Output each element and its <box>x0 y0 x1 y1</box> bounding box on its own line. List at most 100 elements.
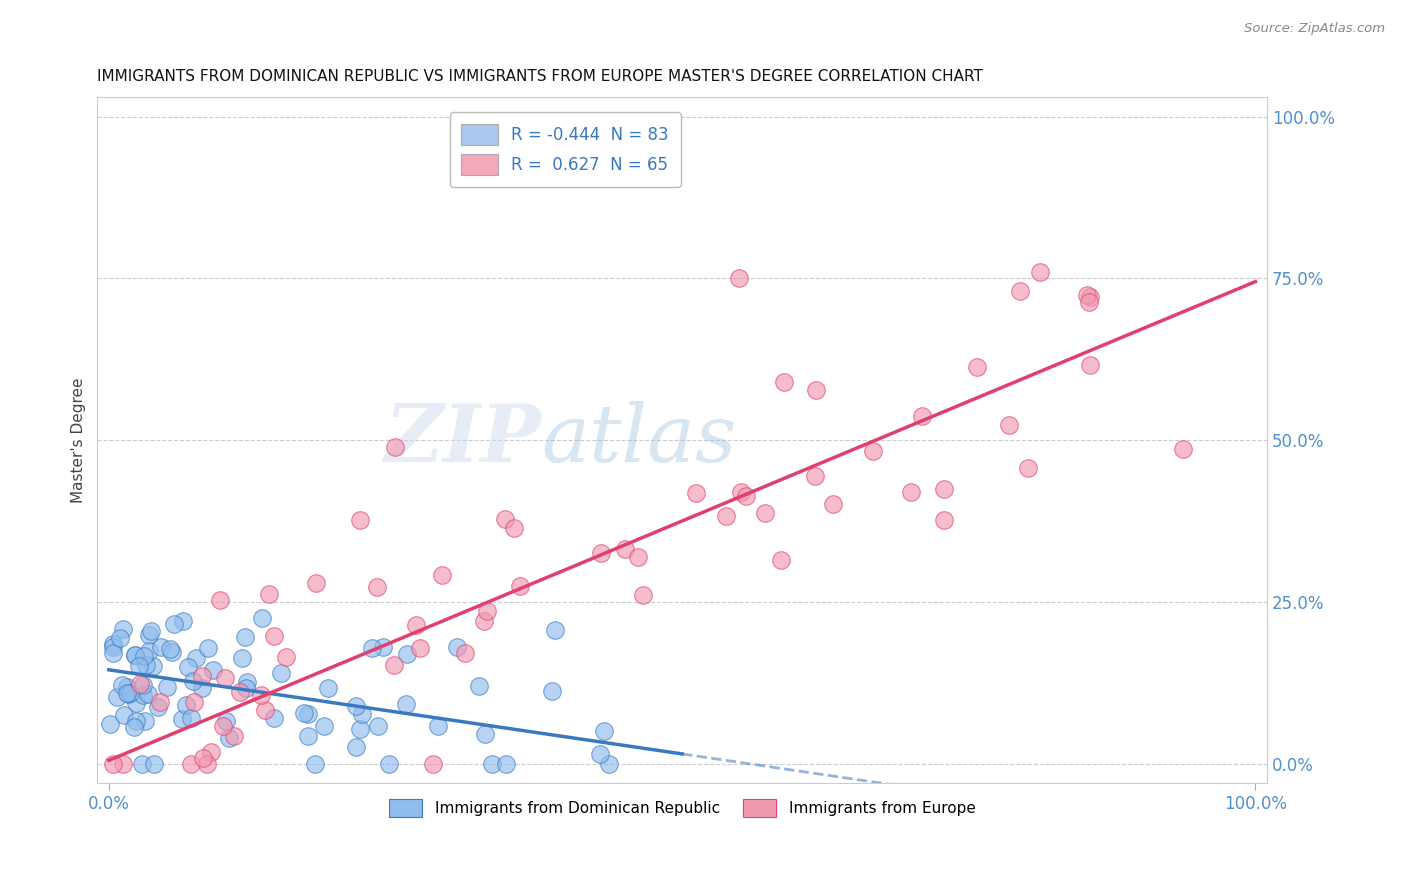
Point <box>734 489 756 503</box>
Point <box>112 756 135 771</box>
Point <box>156 680 179 694</box>
Point <box>544 623 567 637</box>
Point <box>180 756 202 771</box>
Point <box>209 593 232 607</box>
Point <box>475 604 498 618</box>
Point <box>170 712 193 726</box>
Point <box>103 637 125 651</box>
Point <box>1008 284 1031 298</box>
Point <box>371 640 394 654</box>
Point <box>117 687 139 701</box>
Point <box>405 617 427 632</box>
Point <box>191 681 214 695</box>
Point <box>135 657 157 672</box>
Point <box>263 711 285 725</box>
Point <box>231 650 253 665</box>
Text: ZIP: ZIP <box>385 401 541 479</box>
Point <box>112 708 135 723</box>
Point <box>589 546 612 560</box>
Point <box>105 690 128 704</box>
Point <box>124 648 146 662</box>
Point <box>685 486 707 500</box>
Point <box>409 640 432 655</box>
Point <box>183 695 205 709</box>
Point <box>772 375 794 389</box>
Point <box>349 722 371 736</box>
Point <box>998 417 1021 432</box>
Point <box>257 586 280 600</box>
Point <box>134 714 156 728</box>
Point <box>304 756 326 771</box>
Point <box>111 678 134 692</box>
Point <box>212 719 235 733</box>
Point <box>200 745 222 759</box>
Point <box>627 550 650 565</box>
Point <box>274 650 297 665</box>
Text: IMMIGRANTS FROM DOMINICAN REPUBLIC VS IMMIGRANTS FROM EUROPE MASTER'S DEGREE COR: IMMIGRANTS FROM DOMINICAN REPUBLIC VS IM… <box>97 69 983 84</box>
Point <box>508 579 530 593</box>
Point <box>128 658 150 673</box>
Point <box>312 719 335 733</box>
Point <box>233 630 256 644</box>
Point <box>350 706 373 721</box>
Point <box>131 756 153 771</box>
Point <box>862 444 884 458</box>
Point <box>503 521 526 535</box>
Point <box>115 680 138 694</box>
Text: Source: ZipAtlas.com: Source: ZipAtlas.com <box>1244 22 1385 36</box>
Point <box>474 727 496 741</box>
Point <box>254 703 277 717</box>
Text: atlas: atlas <box>541 401 737 479</box>
Point <box>1078 358 1101 372</box>
Point <box>124 648 146 662</box>
Point <box>728 271 751 285</box>
Point <box>730 484 752 499</box>
Point <box>966 360 988 375</box>
Point <box>180 711 202 725</box>
Point <box>98 717 121 731</box>
Point <box>1077 295 1099 310</box>
Point <box>1080 291 1102 305</box>
Point <box>252 611 274 625</box>
Point <box>111 622 134 636</box>
Point <box>120 686 142 700</box>
Point <box>215 714 238 728</box>
Point <box>250 688 273 702</box>
Point <box>101 646 124 660</box>
Point <box>195 756 218 771</box>
Point <box>141 624 163 639</box>
Point <box>804 468 827 483</box>
Point <box>150 640 173 654</box>
Point <box>395 697 418 711</box>
Point <box>900 484 922 499</box>
Point <box>598 756 620 771</box>
Point <box>148 695 170 709</box>
Point <box>367 719 389 733</box>
Point <box>346 698 368 713</box>
Point <box>804 383 827 397</box>
Point <box>495 756 517 771</box>
Point <box>132 688 155 702</box>
Point <box>346 740 368 755</box>
Point <box>395 647 418 661</box>
Point <box>159 642 181 657</box>
Point <box>446 640 468 654</box>
Point <box>631 588 654 602</box>
Point <box>191 750 214 764</box>
Point <box>229 684 252 698</box>
Point <box>129 677 152 691</box>
Point <box>932 482 955 496</box>
Point <box>1029 265 1052 279</box>
Point <box>235 675 257 690</box>
Point <box>184 651 207 665</box>
Point <box>360 641 382 656</box>
Point <box>454 646 477 660</box>
Point <box>714 508 737 523</box>
Point <box>124 714 146 728</box>
Point <box>132 648 155 663</box>
Point <box>138 628 160 642</box>
Point <box>494 512 516 526</box>
Point <box>174 698 197 712</box>
Point <box>263 628 285 642</box>
Point <box>770 553 793 567</box>
